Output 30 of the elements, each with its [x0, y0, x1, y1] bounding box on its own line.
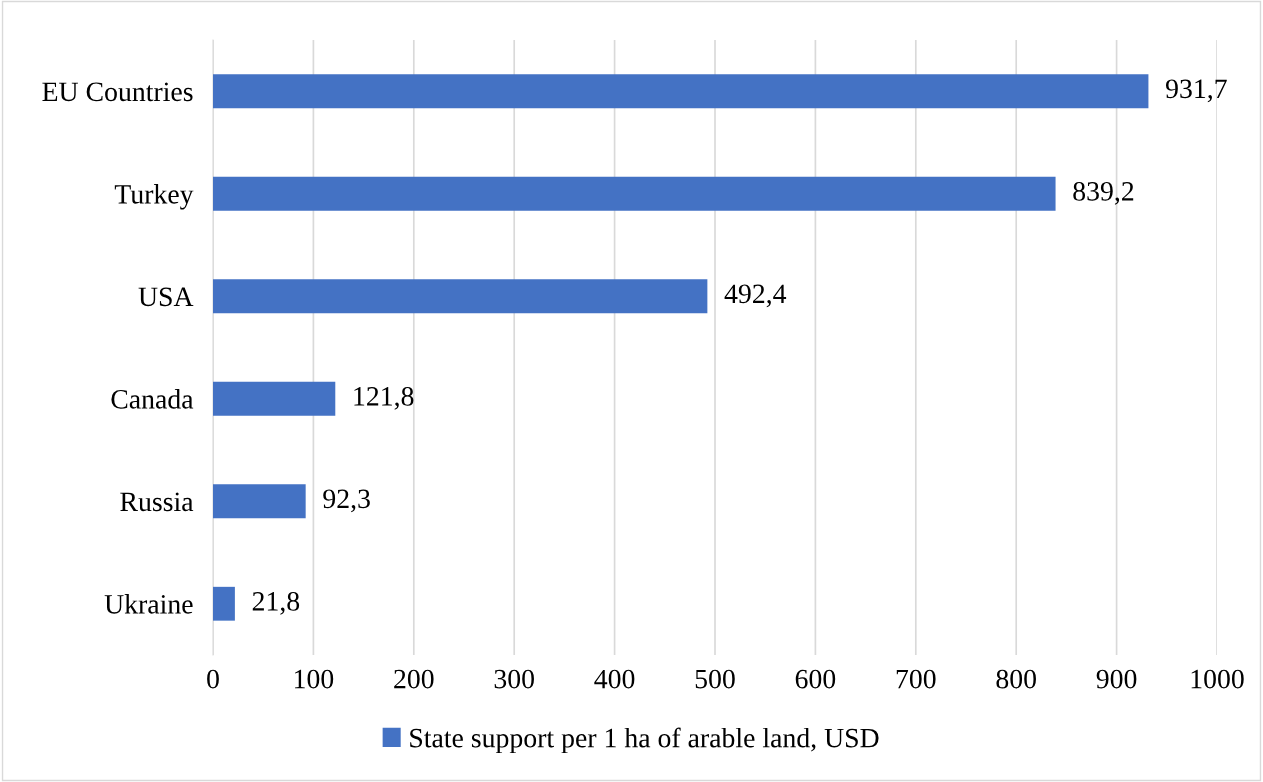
x-tick-label: 300: [494, 669, 534, 689]
x-tick-label: 100: [295, 669, 334, 689]
data-label: 839,2: [1073, 181, 1134, 205]
x-tick-label: 500: [695, 669, 735, 689]
x-tick-label: 400: [594, 669, 635, 689]
x-tick-label: 900: [1096, 669, 1137, 689]
y-tick-label: Canada: [111, 389, 194, 409]
x-tick-label: 1000: [1191, 669, 1244, 689]
x-tick-label: 700: [896, 669, 936, 689]
bar: [213, 74, 1149, 109]
data-label: 492,4: [724, 284, 787, 308]
bar: [213, 176, 1056, 211]
y-tick-label: Ukraine: [104, 594, 193, 614]
bar: [213, 279, 708, 314]
x-tick-label: 600: [795, 669, 836, 689]
y-tick-label: EU Countries: [42, 82, 193, 102]
data-label: 21,8: [252, 591, 300, 615]
legend-label: State support per 1 ha of arable land, USD: [410, 727, 879, 754]
data-label: 92,3: [323, 489, 370, 513]
bar: [213, 484, 306, 519]
y-tick-label: Turkey: [114, 184, 194, 210]
y-tick-label: Russia: [120, 492, 194, 512]
data-label: 121,8: [354, 386, 414, 410]
x-tick-label: 0: [207, 669, 219, 689]
x-tick-label: 800: [996, 669, 1036, 689]
bar: [213, 381, 336, 416]
bar: [213, 586, 235, 621]
y-tick-label: USA: [138, 287, 194, 307]
x-tick-label: 200: [394, 669, 434, 689]
data-label: 931,7: [1165, 79, 1227, 103]
